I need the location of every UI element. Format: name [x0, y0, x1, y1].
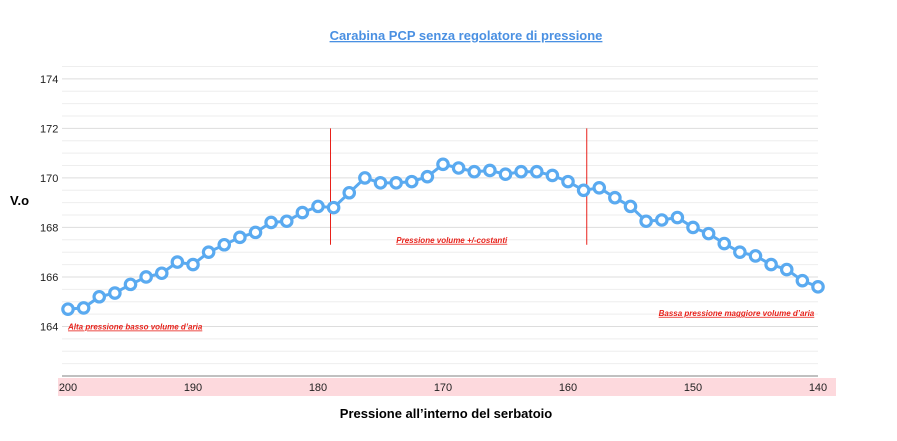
data-point: [342, 185, 357, 200]
data-point: [764, 257, 778, 272]
data-point: [373, 176, 388, 190]
x-axis-label: Pressione all’interno del serbatoio: [340, 406, 552, 421]
data-point: [654, 213, 669, 227]
data-point: [217, 237, 232, 252]
data-point: [779, 262, 794, 277]
data-point: [404, 174, 419, 189]
y-tick-label: 172: [40, 123, 58, 135]
data-point: [592, 181, 607, 195]
data-point: [76, 301, 91, 315]
y-tick-label: 166: [40, 272, 58, 284]
data-point: [108, 286, 122, 300]
chart-title: Carabina PCP senza regolatore di pressio…: [330, 28, 603, 43]
data-point: [498, 167, 513, 181]
data-point: [483, 163, 497, 178]
data-point: [529, 164, 544, 179]
data-point: [545, 168, 560, 183]
annotation: Alta pressione basso volume d’aria: [67, 322, 203, 331]
y-tick-label: 164: [40, 321, 58, 333]
data-point: [358, 171, 372, 185]
data-point: [748, 249, 763, 263]
data-point: [420, 169, 435, 184]
data-point: [92, 289, 107, 304]
data-point: [139, 270, 153, 284]
gridlines: [62, 65, 818, 377]
data-point: [201, 245, 216, 259]
data-point: [514, 164, 528, 179]
annotation: Pressione volume +/-costanti: [396, 236, 508, 245]
y-tick-label: 170: [40, 173, 58, 185]
x-tick-label: 180: [309, 382, 327, 394]
data-point: [623, 199, 638, 214]
data-point: [701, 226, 716, 241]
data-point: [295, 205, 310, 220]
data-point: [451, 161, 466, 175]
y-axis-label: V.o: [10, 193, 29, 208]
data-point: [279, 214, 294, 229]
x-tick-label: 160: [559, 382, 577, 394]
y-tick-label: 168: [40, 222, 58, 234]
data-point: [670, 210, 685, 225]
data-point: [467, 164, 482, 179]
x-tick-label: 190: [184, 382, 202, 394]
data-point: [561, 174, 575, 189]
data-point: [326, 200, 341, 215]
data-point: [123, 277, 138, 292]
x-tick-label: 200: [59, 382, 77, 394]
data-point: [639, 214, 653, 229]
annotations: Alta pressione basso volume d’aria Pressi…: [67, 236, 815, 332]
data-point: [608, 190, 622, 205]
data-point: [795, 273, 810, 288]
data-point: [154, 266, 169, 281]
x-tick-label: 170: [434, 382, 452, 394]
data-point: [436, 157, 450, 172]
data-point: [576, 183, 591, 198]
y-tick-label: 174: [40, 74, 58, 86]
data-point: [248, 225, 263, 240]
y-tick-labels: 174 172 170 168 166 164: [40, 74, 58, 334]
data-point: [686, 220, 700, 235]
data-points: [61, 157, 825, 316]
data-point: [61, 302, 75, 316]
data-point: [811, 280, 825, 294]
x-tick-label: 150: [684, 382, 702, 394]
data-point: [186, 257, 200, 272]
data-point: [170, 255, 185, 269]
data-point: [233, 230, 247, 245]
x-tick-labels: 200 190 180 170 160 150 140: [59, 382, 827, 394]
data-point: [733, 245, 747, 259]
data-point: [389, 176, 403, 190]
annotation: Bassa pressione maggiore volume d’aria: [659, 309, 815, 318]
data-point: [717, 236, 732, 251]
data-point: [311, 199, 325, 214]
x-axis-highlight-band: [58, 378, 836, 396]
x-tick-label: 140: [809, 382, 827, 394]
data-point: [264, 215, 278, 230]
